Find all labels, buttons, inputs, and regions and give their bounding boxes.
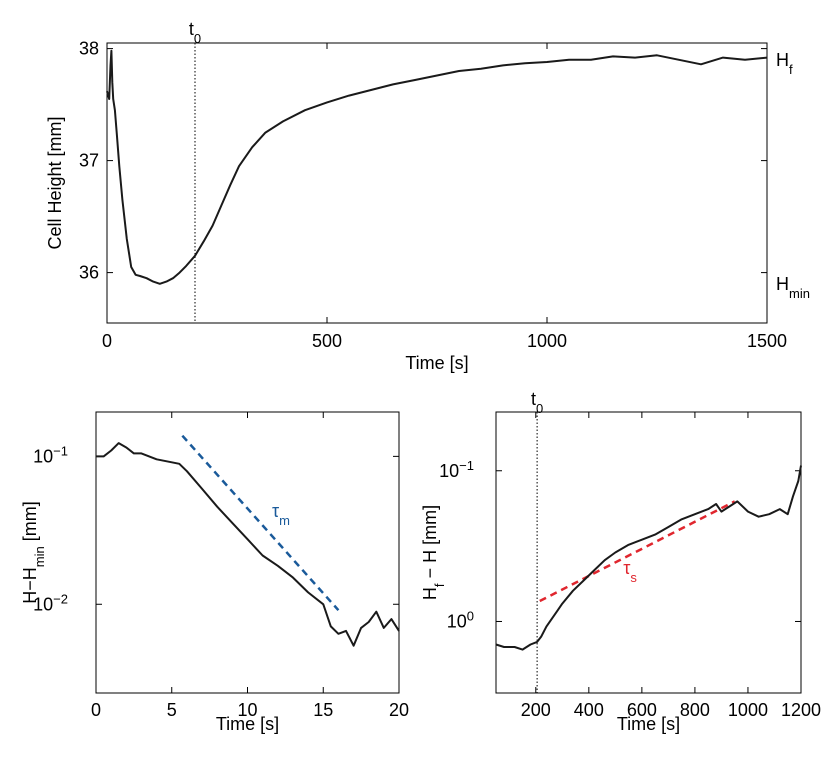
br-t0-label: t0 <box>531 389 543 416</box>
bl-y-tick-label: 10−1 <box>33 443 68 467</box>
top-y-tick-label: 38 <box>79 39 99 59</box>
top-t0-label: t0 <box>189 19 201 46</box>
br-series-line <box>495 465 802 651</box>
bl-x-tick-label: 20 <box>389 700 409 720</box>
bottom-left-panel: 0 5 10 15 20 10−1 10−2 τm Time [s] H−Hmin [mm] <box>20 411 409 734</box>
top-y-tick-label: 37 <box>79 151 99 171</box>
bl-x-tick-label: 0 <box>91 700 101 720</box>
bl-x-tick-label: 15 <box>313 700 333 720</box>
bl-y-tick-label: 10−2 <box>33 591 68 615</box>
top-x-axis-label: Time [s] <box>405 353 468 373</box>
bl-series-line <box>96 442 400 647</box>
top-x-tick-label: 0 <box>102 331 112 351</box>
br-fit-label: τs <box>623 558 637 585</box>
br-y-tick-label: 100 <box>447 608 474 632</box>
br-x-axis-label: Time [s] <box>617 714 680 734</box>
br-x-tick-label: 200 <box>521 700 551 720</box>
bl-x-tick-label: 10 <box>237 700 257 720</box>
bl-x-tick-label: 5 <box>167 700 177 720</box>
top-x-tick-label: 1000 <box>527 331 567 351</box>
top-right-label: Hmin <box>776 274 810 301</box>
top-x-tick-label: 1500 <box>747 331 787 351</box>
top-panel: 0 500 1000 1500 36 37 38 t0 Hf Hmin Time [s] Cell H… <box>45 19 810 373</box>
br-x-tick-label: 1000 <box>728 700 768 720</box>
br-x-tick-label: 1200 <box>781 700 821 720</box>
br-y-axis-label: Hf − H [mm] <box>420 505 447 600</box>
br-plot-frame <box>495 411 802 694</box>
br-x-tick-label: 800 <box>680 700 710 720</box>
top-y-axis-label: Cell Height [mm] <box>45 116 65 249</box>
br-fit-line <box>539 500 736 603</box>
bl-fit-label: τm <box>272 501 290 528</box>
top-series-line <box>106 49 768 285</box>
bl-fit-line <box>181 434 340 612</box>
br-x-tick-label: 400 <box>574 700 604 720</box>
bottom-right-panel: 200 400 600 800 1000 1200 100 10−1 t0 τs Time [s] H… <box>420 389 821 734</box>
top-x-tick-label: 500 <box>312 331 342 351</box>
top-y-tick-label: 36 <box>79 263 99 283</box>
br-x-tick-label: 600 <box>627 700 657 720</box>
top-plot-frame <box>106 42 768 324</box>
br-y-tick-label: 10−1 <box>439 457 474 481</box>
bl-x-axis-label: Time [s] <box>216 714 279 734</box>
top-right-label: Hf <box>776 50 793 77</box>
bl-y-axis-label: H−Hmin [mm] <box>20 501 47 603</box>
